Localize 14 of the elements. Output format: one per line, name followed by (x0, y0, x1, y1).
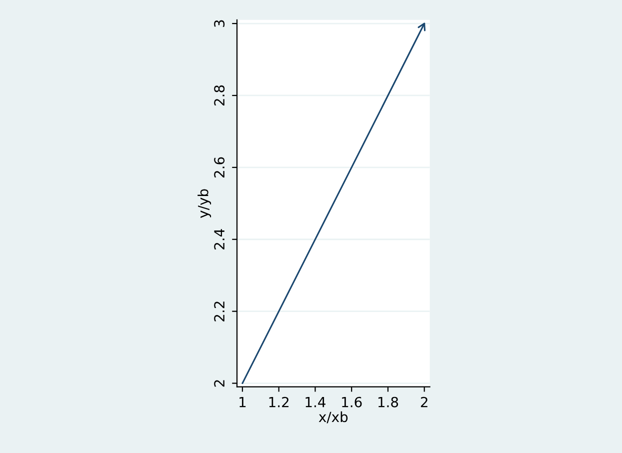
y-tick-label: 2 (214, 380, 224, 387)
y-axis-title: y/yb (198, 189, 212, 218)
x-tick-label: 1.2 (269, 396, 288, 408)
x-tick-label: 1 (240, 397, 246, 408)
y-tick-label: 2.6 (214, 157, 225, 178)
y-tick-label: 3 (214, 20, 225, 27)
y-tick-label: 2.4 (214, 229, 224, 250)
x-axis-title: x/xb (318, 411, 348, 424)
y-tick-label: 2.8 (214, 85, 225, 106)
x-tick-label: 2 (420, 396, 428, 408)
y-tick-label: 2.2 (214, 302, 224, 322)
x-tick-label: 1.6 (342, 396, 362, 408)
x-tick-label: 1.4 (306, 397, 326, 408)
x-tick-label: 1.8 (378, 396, 398, 408)
